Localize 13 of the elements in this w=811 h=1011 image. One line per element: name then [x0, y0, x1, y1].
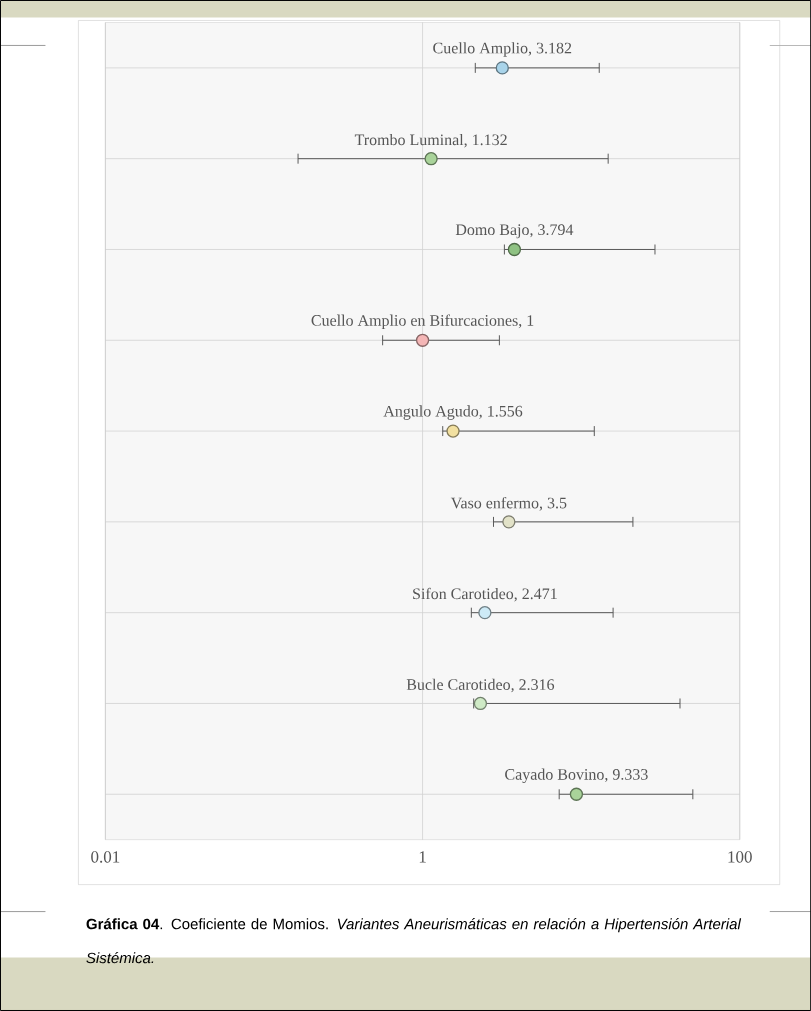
- text: Gráfica 04. Coeficiente de Momios. Variantes Aneurismáticas en relación a Hipertensión Arterial Sistémica.: [86, 918, 742, 964]
- data-label: Domo Bajo, 3.794: [455, 224, 574, 239]
- data-label: Bucle Carotideo, 2.316: [406, 678, 554, 693]
- data-label: Sifon Carotideo, 2.471: [413, 587, 557, 602]
- data-label: Cuello Amplio, 3.182: [433, 42, 572, 57]
- x-tick-label: 1: [419, 851, 426, 863]
- data-label: Trombo Luminal, 1.132: [354, 133, 507, 148]
- x-tick-label: 0.01: [91, 851, 120, 863]
- data-label: Vaso enfermo, 3.5: [450, 496, 567, 511]
- data-label: Cuello Amplio en Bifurcaciones, 1: [311, 314, 534, 330]
- x-tick-label: 100: [728, 851, 752, 863]
- data-label: Cayado Bovino, 9.333: [505, 768, 648, 784]
- data-label: Angulo Agudo, 1.556: [383, 405, 523, 420]
